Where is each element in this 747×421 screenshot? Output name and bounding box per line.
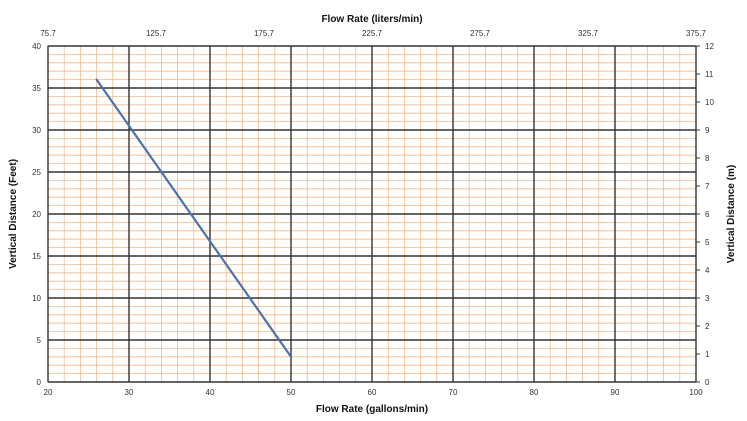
- x-top-tick-label: 75.7: [40, 29, 56, 38]
- x-bottom-tick-label: 50: [287, 388, 296, 397]
- x-bottom-tick-label: 70: [449, 388, 458, 397]
- left-axis-title: Vertical Distance (Feet): [8, 159, 19, 269]
- y-right-tick-label: 2: [705, 322, 710, 331]
- x-top-tick-label: 275.7: [470, 29, 491, 38]
- x-top-tick-label: 175.7: [254, 29, 275, 38]
- series-layer: [95, 78, 293, 358]
- y-right-tick-label: 3: [705, 294, 710, 303]
- x-bottom-tick-label: 60: [368, 388, 377, 397]
- y-left-tick-label: 35: [32, 84, 41, 93]
- y-left-tick-label: 5: [37, 336, 42, 345]
- y-right-tick-label: 6: [705, 210, 710, 219]
- y-right-tick-label: 1: [705, 350, 710, 359]
- y-right-tick-label: 7: [705, 182, 710, 191]
- y-left-tick-label: 20: [32, 210, 41, 219]
- x-bottom-tick-label: 80: [530, 388, 539, 397]
- y-right-tick-label: 5: [705, 238, 710, 247]
- x-top-tick-label: 125.7: [146, 29, 167, 38]
- bottom-axis-title: Flow Rate (gallons/min): [316, 404, 428, 415]
- y-left-tick-label: 15: [32, 252, 41, 261]
- tick-label-layer: 20 30 40 50 60 70 80 90 100051015202530354001234…: [32, 29, 714, 397]
- x-bottom-tick-label: 100: [689, 388, 703, 397]
- y-right-tick-label: 8: [705, 154, 710, 163]
- y-left-tick-label: 10: [32, 294, 41, 303]
- x-bottom-tick-label: 20: [44, 388, 53, 397]
- y-right-tick-label: 10: [705, 98, 714, 107]
- x-bottom-tick-label: 30: [125, 388, 134, 397]
- x-bottom-tick-label: 90: [611, 388, 620, 397]
- y-right-tick-label: 0: [705, 378, 710, 387]
- y-left-tick-label: 0: [37, 378, 42, 387]
- y-right-tick-label: 11: [705, 70, 714, 79]
- y-right-tick-label: 12: [705, 42, 714, 51]
- y-right-tick-label: 9: [705, 126, 710, 135]
- y-right-tick-label: 4: [705, 266, 710, 275]
- x-top-tick-label: 325.7: [578, 29, 599, 38]
- series-line: [95, 78, 293, 358]
- right-axis-title: Vertical Distance (m): [726, 165, 737, 263]
- x-top-tick-label: 375.7: [686, 29, 707, 38]
- top-axis-title: Flow Rate (liters/min): [321, 14, 422, 25]
- x-bottom-tick-label: 40: [206, 388, 215, 397]
- x-top-tick-label: 225.7: [362, 29, 383, 38]
- y-left-tick-label: 25: [32, 168, 41, 177]
- y-left-tick-label: 40: [32, 42, 41, 51]
- y-left-tick-label: 30: [32, 126, 41, 135]
